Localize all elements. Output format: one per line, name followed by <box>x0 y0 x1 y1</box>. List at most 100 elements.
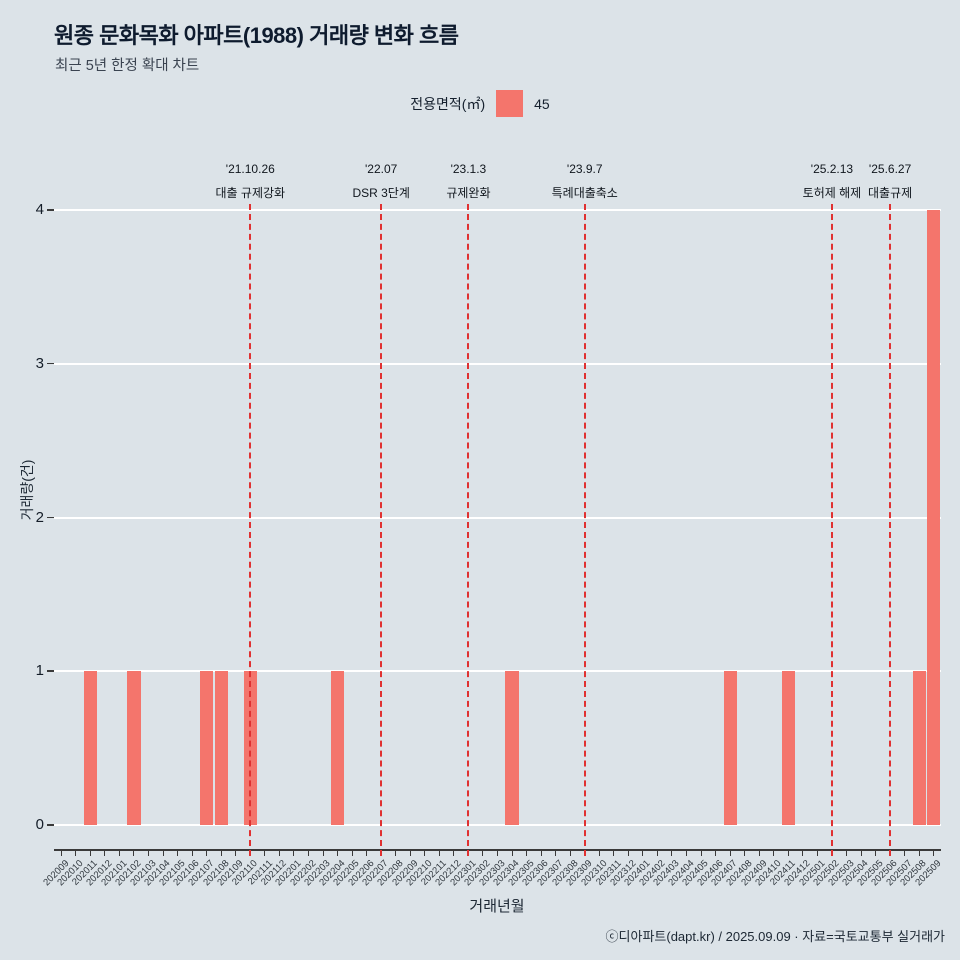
x-tick-mark <box>511 849 513 856</box>
x-tick-mark <box>642 849 644 856</box>
x-tick-mark <box>555 849 557 856</box>
y-gridline <box>54 209 941 211</box>
x-tick-mark <box>133 849 135 856</box>
x-tick-mark <box>453 849 455 856</box>
x-tick-mark <box>235 849 237 856</box>
bar <box>83 671 97 825</box>
x-tick-mark <box>744 849 746 856</box>
annotation-label: 특례대출축소 <box>551 186 618 200</box>
x-tick-mark <box>337 849 339 856</box>
bar <box>723 671 737 825</box>
x-tick-mark <box>715 849 717 856</box>
x-tick-mark <box>438 849 440 856</box>
x-tick-mark <box>904 849 906 856</box>
annotation-date: '23.1.3 <box>450 162 487 176</box>
annotation-date: '21.10.26 <box>225 162 275 176</box>
annotation-line <box>583 204 586 856</box>
annotation-label: 토허제 해제 <box>802 186 862 200</box>
y-tick-mark <box>47 516 54 518</box>
annotation-label: DSR 3단계 <box>352 186 410 200</box>
bar <box>505 671 519 825</box>
legend: 전용면적(㎡) 45 <box>0 90 960 117</box>
x-tick-mark <box>104 849 106 856</box>
x-tick-mark <box>918 849 920 856</box>
x-tick-mark <box>191 849 193 856</box>
y-tick-mark <box>47 362 54 365</box>
x-tick-mark <box>162 849 164 856</box>
x-tick-mark <box>758 849 760 856</box>
bar <box>331 671 345 825</box>
x-tick-mark <box>395 849 397 856</box>
x-tick-mark <box>307 849 309 856</box>
annotation-line <box>249 204 252 856</box>
x-tick-mark <box>729 849 731 856</box>
x-tick-mark <box>322 849 324 856</box>
annotation-label: 규제완화 <box>446 186 491 200</box>
x-tick-mark <box>845 849 847 856</box>
x-tick-mark <box>875 849 877 856</box>
annotation-date: '25.6.27 <box>868 162 912 176</box>
x-tick-mark <box>60 849 62 856</box>
annotation-line <box>830 204 833 856</box>
x-tick-mark <box>671 849 673 856</box>
x-tick-mark <box>409 849 411 856</box>
x-tick-mark <box>497 849 498 856</box>
x-tick-mark <box>366 849 368 856</box>
x-tick-mark <box>773 849 775 856</box>
x-tick-mark <box>613 849 615 856</box>
bar <box>912 671 926 825</box>
x-tick-mark <box>206 849 208 856</box>
x-tick-mark <box>89 849 91 856</box>
x-tick-mark <box>293 849 295 856</box>
y-tick-mark <box>47 670 54 672</box>
bar <box>781 671 795 825</box>
annotation-line <box>380 204 383 856</box>
x-axis-title: 거래년월 <box>469 898 525 915</box>
y-gridline <box>54 362 941 365</box>
annotation-date: '23.9.7 <box>566 162 603 176</box>
x-tick-mark <box>860 849 862 856</box>
x-tick-mark <box>598 849 600 856</box>
y-tick-label: 4 <box>35 201 44 218</box>
footer-credit: ⓒ디아파트(dapt.kr) / 2025.09.09 · 자료=국토교통부 실… <box>605 929 945 944</box>
x-tick-mark <box>787 849 789 856</box>
x-tick-mark <box>351 849 353 856</box>
bar <box>927 210 941 825</box>
x-tick-mark <box>118 849 120 856</box>
y-tick-mark <box>47 824 54 826</box>
x-tick-mark <box>148 849 150 856</box>
x-tick-mark <box>482 849 484 856</box>
annotation-label: 대출규제 <box>868 186 913 200</box>
x-tick-mark <box>627 849 629 856</box>
y-gridline <box>54 516 941 519</box>
chart-title: 원종 문화목화 아파트(1988) 거래량 변화 흐름 <box>54 23 459 48</box>
legend-title: 전용면적(㎡) <box>410 95 486 112</box>
y-tick-label: 2 <box>35 508 44 526</box>
x-tick-mark <box>177 849 179 856</box>
annotation-line <box>889 204 892 856</box>
x-tick-mark <box>816 849 818 856</box>
x-tick-mark <box>424 849 426 856</box>
y-tick-label: 0 <box>35 816 44 833</box>
y-gridline <box>54 670 941 673</box>
x-tick-mark <box>933 849 935 856</box>
x-tick-mark <box>264 849 266 856</box>
x-tick-mark <box>686 849 688 856</box>
legend-item-label: 45 <box>534 95 550 112</box>
annotation-date: '22.07 <box>365 162 398 176</box>
annotation-line <box>467 204 470 856</box>
x-tick-mark <box>540 849 542 856</box>
y-gridline <box>54 824 941 826</box>
x-tick-mark <box>656 849 658 856</box>
x-tick-mark <box>802 849 804 856</box>
bar <box>127 671 141 825</box>
y-tick-label: 3 <box>35 354 44 372</box>
annotation-date: '25.2.13 <box>810 162 854 176</box>
legend-swatch <box>496 90 524 117</box>
x-tick-mark <box>526 849 528 856</box>
x-tick-mark <box>75 849 77 856</box>
annotation-label: 대출 규제강화 <box>215 186 286 200</box>
bar <box>214 671 228 825</box>
